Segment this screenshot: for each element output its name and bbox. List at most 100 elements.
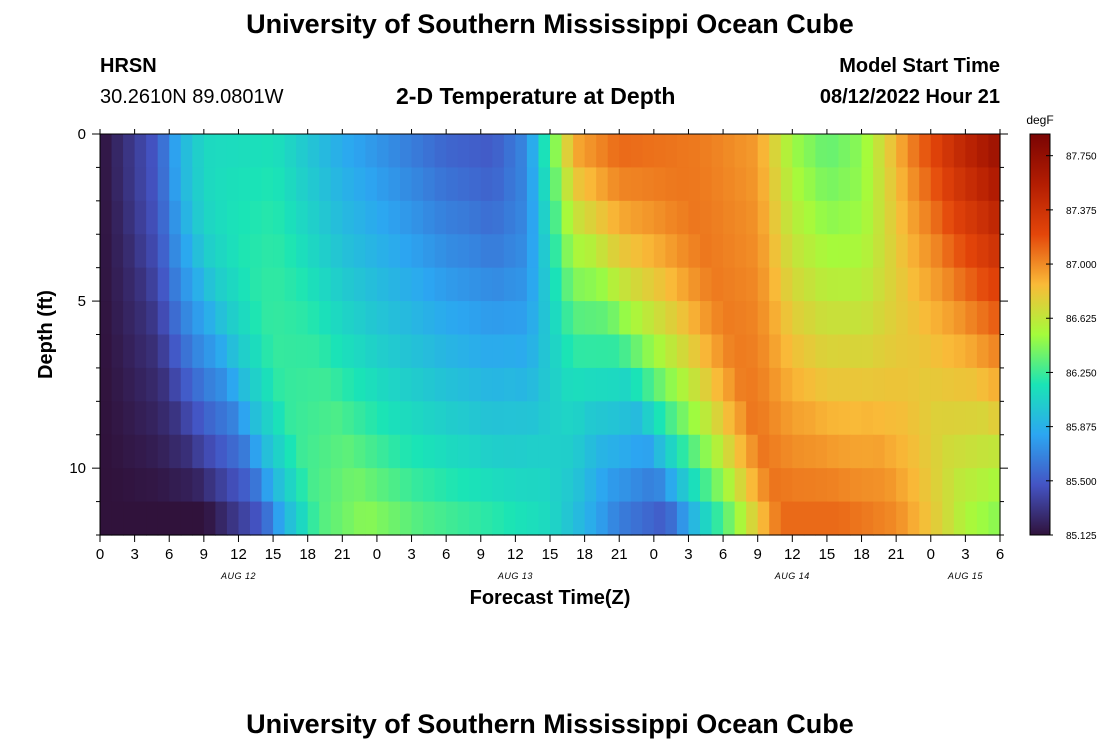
heatmap-cell <box>365 468 378 503</box>
heatmap-cell <box>803 468 816 503</box>
heatmap-cell <box>353 434 366 469</box>
heatmap-cell <box>953 234 966 269</box>
heatmap-cell <box>700 134 713 169</box>
heatmap-cell <box>157 468 170 503</box>
heatmap-cell <box>365 401 378 436</box>
heatmap-cell <box>873 167 886 202</box>
heatmap-cell <box>550 434 563 469</box>
heatmap-cell <box>757 334 770 369</box>
heatmap-cell <box>157 234 170 269</box>
heatmap-cell <box>780 234 793 269</box>
heatmap-cell <box>815 367 828 402</box>
heatmap-cell <box>584 401 597 436</box>
heatmap-cell <box>203 234 216 269</box>
heatmap-cell <box>711 334 724 369</box>
heatmap-cell <box>469 167 482 202</box>
heatmap-cell <box>792 134 805 169</box>
heatmap-cell <box>134 334 147 369</box>
heatmap-cell <box>884 134 897 169</box>
heatmap-cell <box>630 468 643 503</box>
heatmap-cell <box>296 200 309 235</box>
heatmap-cell <box>930 134 943 169</box>
heatmap-cell <box>146 200 159 235</box>
x-tick-label: 6 <box>442 546 450 563</box>
heatmap-cell <box>642 501 655 536</box>
heatmap-cell <box>457 267 470 302</box>
heatmap-cell <box>353 167 366 202</box>
heatmap-cell <box>169 434 182 469</box>
heatmap-cell <box>342 434 355 469</box>
heatmap-cell <box>896 334 909 369</box>
heatmap-cell <box>388 200 401 235</box>
heatmap-cell <box>642 134 655 169</box>
heatmap-cell <box>896 468 909 503</box>
heatmap-cell <box>965 468 978 503</box>
heatmap-cell <box>723 334 736 369</box>
heatmap-cell <box>700 200 713 235</box>
heatmap-cell <box>411 434 424 469</box>
heatmap-cell <box>907 367 920 402</box>
heatmap-cell <box>400 401 413 436</box>
heatmap-cell <box>815 501 828 536</box>
heatmap-cell <box>400 334 413 369</box>
heatmap-cell <box>261 401 274 436</box>
heatmap-cell <box>203 501 216 536</box>
heatmap-cell <box>296 401 309 436</box>
heatmap-cell <box>584 234 597 269</box>
heatmap-cell <box>838 501 851 536</box>
heatmap-cell <box>723 434 736 469</box>
heatmap-cell <box>630 501 643 536</box>
heatmap-cell <box>180 301 193 336</box>
heatmap-cell <box>157 301 170 336</box>
heatmap-cell <box>965 234 978 269</box>
heatmap-cell <box>319 468 332 503</box>
heatmap-cell <box>607 200 620 235</box>
heatmap-cell <box>550 267 563 302</box>
heatmap-cell <box>123 401 136 436</box>
heatmap-cell <box>861 301 874 336</box>
heatmap-cell <box>192 401 205 436</box>
heatmap-cell <box>376 434 390 469</box>
heatmap-cell <box>238 267 251 302</box>
heatmap-cell <box>203 367 216 402</box>
heatmap-cell <box>353 468 366 503</box>
chart-subtitle: 2-D Temperature at Depth <box>396 83 676 109</box>
heatmap-cell <box>261 134 274 169</box>
heatmap-cell <box>584 134 597 169</box>
heatmap-cell <box>665 468 678 503</box>
heatmap-cell <box>826 167 840 202</box>
heatmap-cell <box>573 267 586 302</box>
heatmap-cell <box>803 334 816 369</box>
heatmap-cell <box>296 334 309 369</box>
heatmap-cell <box>169 401 182 436</box>
heatmap-cell <box>250 401 263 436</box>
heatmap-cell <box>423 401 436 436</box>
heatmap-cell <box>838 234 851 269</box>
heatmap-cell <box>734 367 747 402</box>
heatmap-cell <box>584 501 597 536</box>
heatmap-cell <box>330 200 343 235</box>
heatmap-cell <box>815 134 828 169</box>
heatmap-cell <box>907 167 920 202</box>
heatmap-cell <box>826 267 840 302</box>
x-tick-label: 6 <box>719 546 727 563</box>
heatmap-cell <box>619 434 632 469</box>
x-tick-label: 21 <box>334 546 351 563</box>
heatmap-cell <box>919 134 932 169</box>
heatmap-cell <box>123 267 136 302</box>
heatmap-cell <box>838 301 851 336</box>
heatmap-cell <box>515 167 528 202</box>
heatmap-cell <box>330 167 343 202</box>
heatmap-cell <box>803 134 816 169</box>
heatmap-cell <box>896 234 909 269</box>
heatmap-cell <box>757 234 770 269</box>
heatmap-cell <box>619 167 632 202</box>
heatmap-cell <box>884 501 897 536</box>
heatmap-cell <box>376 200 390 235</box>
heatmap-cell <box>942 401 955 436</box>
heatmap-cell <box>180 434 193 469</box>
heatmap-cell <box>919 434 932 469</box>
heatmap-cell <box>134 234 147 269</box>
heatmap-cell <box>342 134 355 169</box>
heatmap-cell <box>734 334 747 369</box>
